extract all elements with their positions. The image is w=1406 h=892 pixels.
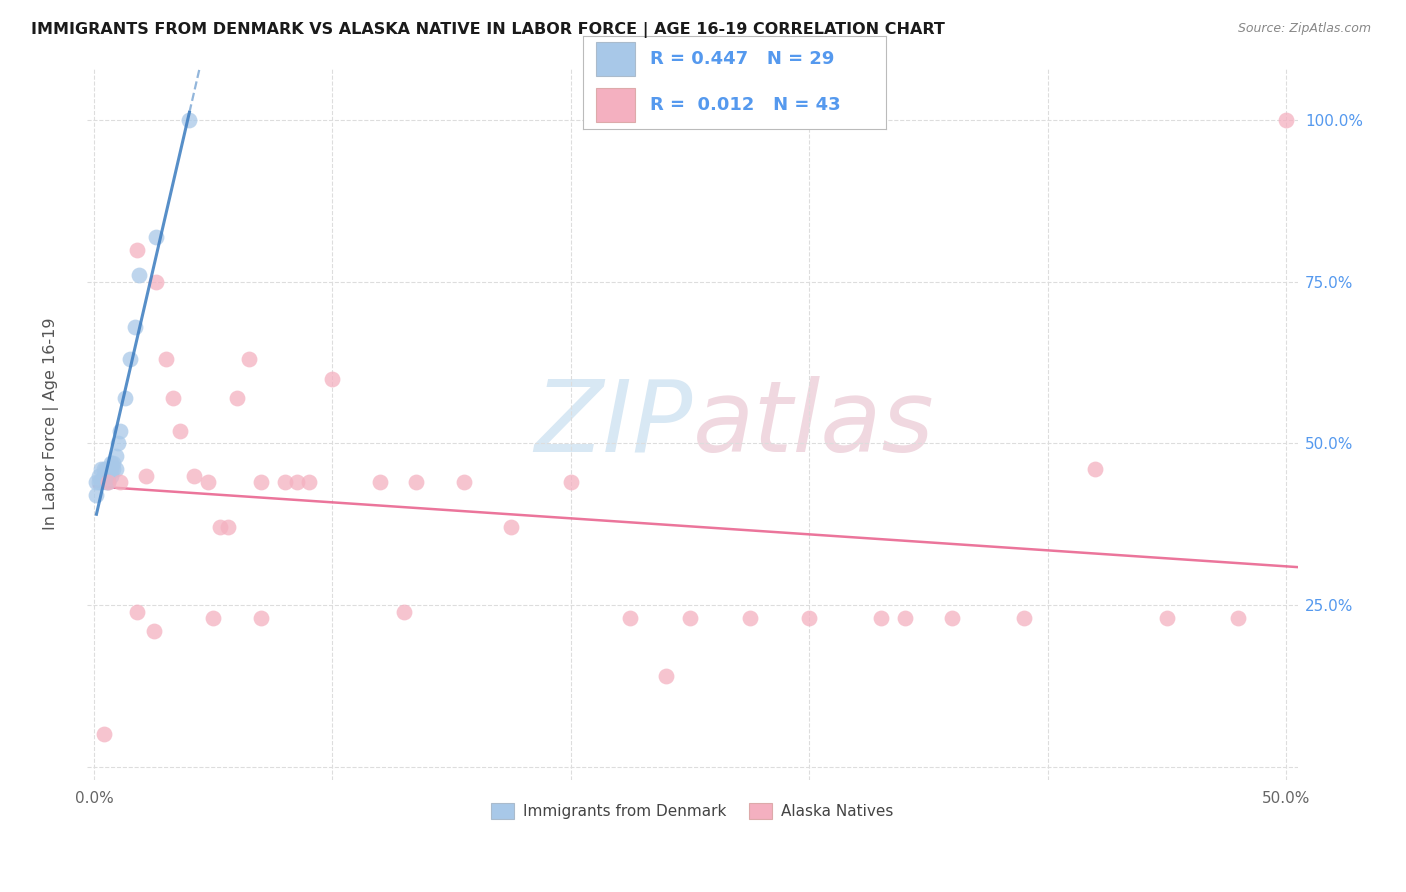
Point	[941, 611, 963, 625]
FancyBboxPatch shape	[596, 42, 636, 76]
Point	[110, 475, 132, 490]
Point	[250, 475, 273, 490]
Point	[104, 450, 127, 464]
Point	[93, 727, 115, 741]
Point	[226, 391, 249, 405]
Point	[100, 462, 122, 476]
Point	[274, 475, 297, 490]
Point	[110, 424, 132, 438]
Point	[86, 475, 108, 490]
Point	[869, 611, 891, 625]
Point	[179, 113, 201, 128]
Point	[155, 352, 177, 367]
Point	[145, 229, 167, 244]
Point	[125, 605, 148, 619]
Point	[738, 611, 761, 625]
Point	[101, 456, 124, 470]
Point	[135, 468, 157, 483]
Point	[107, 436, 129, 450]
Text: IMMIGRANTS FROM DENMARK VS ALASKA NATIVE IN LABOR FORCE | AGE 16-19 CORRELATION : IMMIGRANTS FROM DENMARK VS ALASKA NATIVE…	[31, 22, 945, 38]
Point	[100, 456, 122, 470]
Point	[1227, 611, 1250, 625]
Point	[1084, 462, 1107, 476]
Point	[100, 468, 122, 483]
Point	[93, 462, 115, 476]
Point	[90, 462, 112, 476]
Point	[285, 475, 308, 490]
Point	[893, 611, 915, 625]
Point	[405, 475, 427, 490]
Point	[799, 611, 821, 625]
Text: R =  0.012   N = 43: R = 0.012 N = 43	[650, 96, 841, 114]
Point	[501, 520, 523, 534]
Point	[142, 624, 165, 638]
Point	[87, 468, 110, 483]
Point	[97, 462, 120, 476]
Point	[368, 475, 391, 490]
FancyBboxPatch shape	[596, 88, 636, 122]
Point	[560, 475, 582, 490]
Point	[104, 462, 127, 476]
Point	[97, 475, 120, 490]
Point	[297, 475, 319, 490]
Point	[619, 611, 641, 625]
Point	[1156, 611, 1178, 625]
Point	[101, 462, 124, 476]
Point	[162, 391, 184, 405]
Point	[679, 611, 702, 625]
Text: R = 0.447   N = 29: R = 0.447 N = 29	[650, 50, 834, 68]
Point	[197, 475, 219, 490]
Point	[217, 520, 239, 534]
Text: ZIP: ZIP	[534, 376, 692, 473]
Point	[128, 268, 150, 283]
Point	[238, 352, 260, 367]
Point	[94, 475, 117, 490]
Point	[169, 424, 191, 438]
Point	[655, 669, 678, 683]
Point	[1012, 611, 1035, 625]
Point	[209, 520, 232, 534]
Point	[124, 320, 146, 334]
Point	[86, 488, 108, 502]
Point	[94, 462, 117, 476]
Legend: Immigrants from Denmark, Alaska Natives: Immigrants from Denmark, Alaska Natives	[485, 797, 900, 825]
Point	[145, 275, 167, 289]
Point	[87, 475, 110, 490]
Point	[183, 468, 205, 483]
Point	[90, 475, 112, 490]
Point	[1275, 113, 1298, 128]
Point	[392, 605, 415, 619]
Text: Source: ZipAtlas.com: Source: ZipAtlas.com	[1237, 22, 1371, 36]
Point	[118, 352, 141, 367]
Point	[97, 475, 120, 490]
Point	[93, 468, 115, 483]
Point	[250, 611, 273, 625]
Point	[94, 468, 117, 483]
Point	[125, 243, 148, 257]
Text: atlas: atlas	[692, 376, 934, 473]
Point	[97, 468, 120, 483]
Point	[114, 391, 136, 405]
Y-axis label: In Labor Force | Age 16-19: In Labor Force | Age 16-19	[44, 318, 59, 531]
Point	[453, 475, 475, 490]
Point	[202, 611, 225, 625]
Point	[321, 372, 343, 386]
